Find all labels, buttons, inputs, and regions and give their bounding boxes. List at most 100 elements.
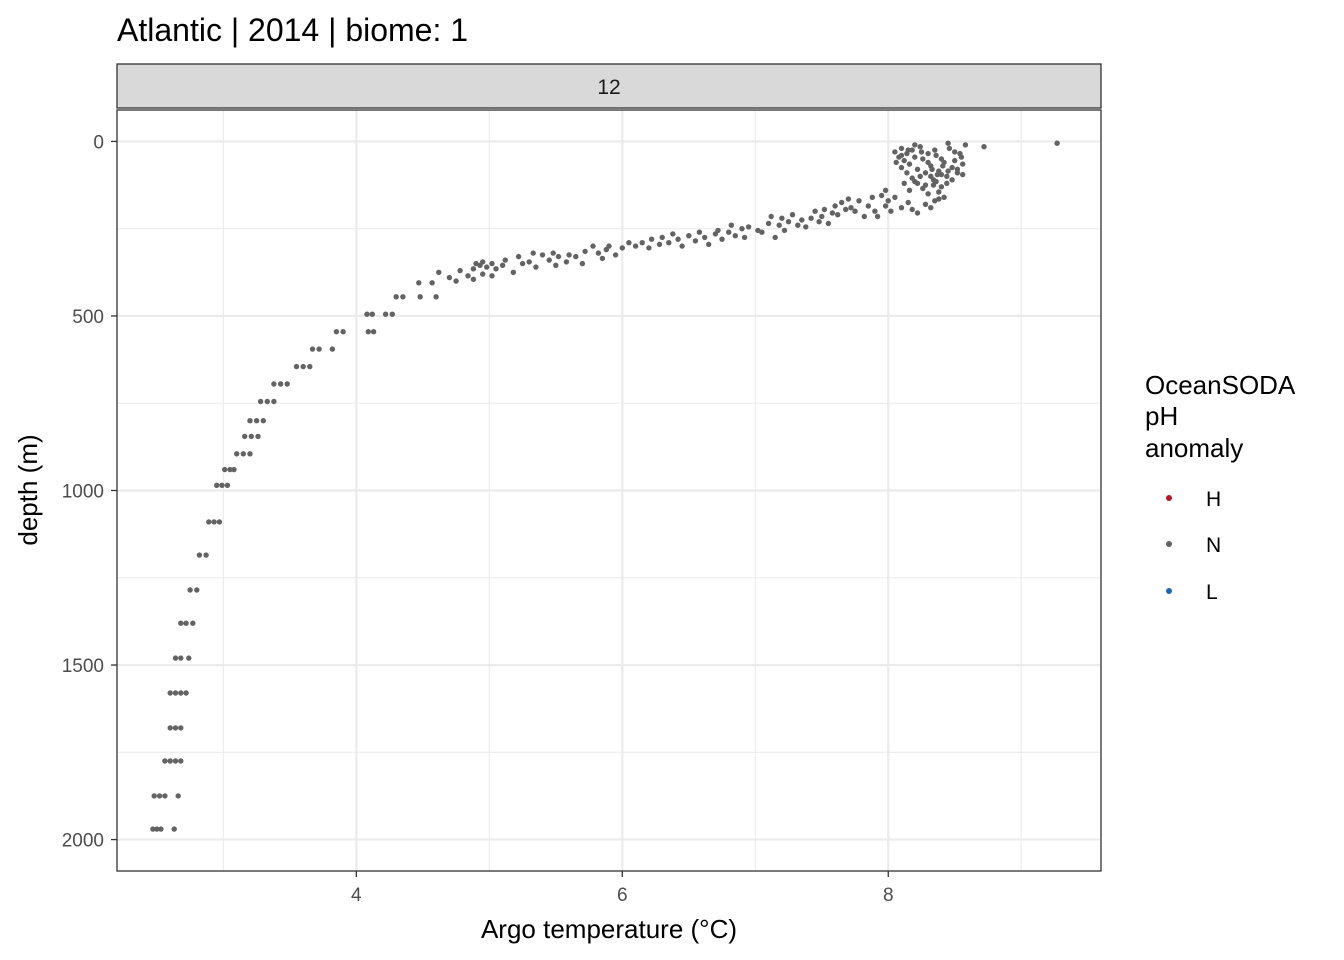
data-point xyxy=(905,147,911,153)
legend-title-line-2: pH xyxy=(1145,401,1178,431)
data-point xyxy=(519,260,526,267)
data-point xyxy=(247,451,253,457)
data-point xyxy=(255,433,261,440)
data-point xyxy=(167,758,173,764)
data-point xyxy=(480,259,486,265)
data-point xyxy=(172,725,179,731)
data-point xyxy=(909,206,915,213)
data-point xyxy=(949,177,955,183)
data-point xyxy=(333,329,340,335)
data-point xyxy=(901,157,907,164)
data-point xyxy=(595,250,602,256)
data-point xyxy=(473,260,479,267)
data-point xyxy=(821,206,828,213)
data-point xyxy=(156,793,163,799)
data-point xyxy=(309,346,316,352)
data-point xyxy=(945,168,951,174)
y-tick-label: 500 xyxy=(72,307,104,328)
data-point xyxy=(257,398,264,405)
data-point xyxy=(944,173,950,179)
data-point xyxy=(154,826,160,832)
data-point xyxy=(914,166,921,172)
data-point xyxy=(934,171,941,178)
data-point xyxy=(489,273,495,279)
data-point xyxy=(416,280,422,286)
y-axis-title: depth (m) xyxy=(13,434,43,545)
data-point xyxy=(893,159,899,166)
data-point xyxy=(190,620,196,626)
legend-key-n xyxy=(1166,541,1172,547)
data-point xyxy=(457,267,463,274)
data-point xyxy=(619,245,625,251)
data-point xyxy=(606,243,612,249)
data-point xyxy=(869,194,875,200)
data-point xyxy=(920,156,926,162)
data-point xyxy=(906,187,913,193)
data-point xyxy=(219,482,225,488)
data-point xyxy=(599,255,606,262)
data-point xyxy=(555,253,562,260)
data-point xyxy=(526,259,532,265)
data-point xyxy=(925,159,931,166)
legend-label-h: H xyxy=(1206,488,1221,511)
data-point xyxy=(646,245,652,251)
y-tick-label: 1000 xyxy=(62,482,104,503)
data-point xyxy=(940,163,946,169)
data-point xyxy=(835,212,841,218)
data-point xyxy=(284,381,290,387)
data-point xyxy=(612,252,619,258)
data-point xyxy=(904,170,910,176)
data-point xyxy=(307,363,313,370)
legend-key-l xyxy=(1166,588,1172,594)
data-point xyxy=(745,224,752,230)
data-point xyxy=(816,219,822,225)
data-point xyxy=(484,264,490,270)
data-point xyxy=(839,199,845,206)
x-axis-title: Argo temperature (°C) xyxy=(481,914,737,944)
legend-title-line-3: anomaly xyxy=(1145,433,1243,463)
data-point xyxy=(938,156,945,162)
data-point xyxy=(573,253,579,260)
data-point xyxy=(715,227,721,234)
data-point xyxy=(224,482,231,488)
data-point xyxy=(781,227,788,234)
data-point xyxy=(952,149,958,155)
data-point xyxy=(922,182,929,188)
data-point xyxy=(365,329,371,335)
data-point xyxy=(789,212,796,218)
data-point xyxy=(941,194,947,200)
data-point xyxy=(151,793,157,799)
data-point xyxy=(253,418,260,424)
data-point xyxy=(726,229,732,235)
data-point xyxy=(550,250,556,256)
data-point xyxy=(436,269,442,275)
data-point xyxy=(865,203,871,209)
data-point xyxy=(530,250,536,256)
data-point xyxy=(382,311,389,317)
data-point xyxy=(453,278,459,284)
data-point xyxy=(898,145,905,152)
data-point xyxy=(533,264,539,270)
data-point xyxy=(768,213,774,220)
data-point xyxy=(819,213,825,220)
data-point xyxy=(845,196,852,202)
data-point xyxy=(932,147,938,153)
legend-title-line-1: OceanSODA xyxy=(1145,370,1296,400)
data-point xyxy=(632,243,639,249)
data-point xyxy=(938,184,945,190)
data-point xyxy=(563,259,570,265)
data-point xyxy=(400,294,406,300)
data-point xyxy=(316,346,322,352)
data-point xyxy=(933,178,939,185)
data-point xyxy=(178,655,184,661)
data-point xyxy=(433,294,439,300)
grid-lines xyxy=(117,110,1101,871)
data-point xyxy=(260,418,266,424)
data-point xyxy=(872,208,878,214)
data-point xyxy=(546,257,552,263)
data-point xyxy=(848,205,854,211)
y-tick-label: 1500 xyxy=(62,656,104,677)
legend-key-h xyxy=(1166,495,1172,501)
data-point xyxy=(515,253,522,260)
